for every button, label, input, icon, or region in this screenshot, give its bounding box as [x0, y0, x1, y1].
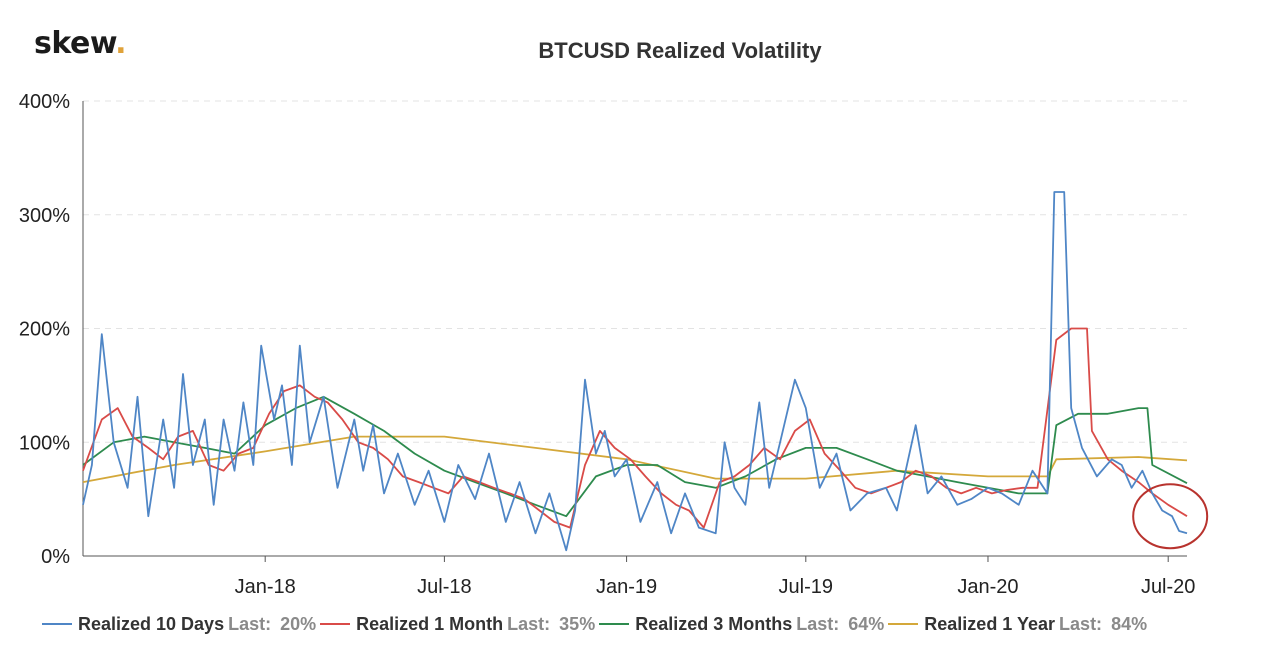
y-tick-label: 200%	[19, 319, 70, 341]
legend-last-label: Last:	[507, 613, 551, 634]
logo-dot: .	[115, 26, 127, 61]
volatility-chart: 0% 100% 200% 300% 400% Jan-18 Jul-18 Jan-19 Jul-…	[19, 91, 1209, 598]
legend-last-value: Last: 64%	[796, 614, 884, 635]
chart-title: BTCUSD Realized Volatility	[538, 38, 822, 63]
legend-series-name: Realized 3 Months	[635, 613, 793, 634]
series-line-realized-3-months	[82, 395, 1188, 518]
annotation-circle	[1132, 483, 1209, 550]
annotation-layer	[1132, 483, 1209, 550]
legend-swatch	[320, 623, 351, 625]
legend-last-label: Last:	[1059, 613, 1103, 634]
x-tick-label: Jan-20	[957, 576, 1018, 598]
legend-series-name: Realized 10 Days	[78, 613, 225, 634]
y-tick-label: 400%	[19, 91, 70, 113]
x-tick-label: Jan-18	[235, 576, 296, 598]
legend-last-number: 20%	[275, 613, 317, 634]
legend-swatch	[42, 623, 72, 625]
x-tick-label: Jul-19	[779, 576, 833, 598]
x-tick-label: Jul-20	[1141, 576, 1195, 598]
legend-swatch	[599, 623, 630, 625]
legend-last-value: Last: 84%	[1059, 614, 1147, 635]
legend-item[interactable]: Realized 1 Year Last: 84%	[888, 614, 1147, 635]
legend-last-number: 35%	[554, 613, 596, 634]
legend-item[interactable]: Realized 1 Month Last: 35%	[320, 614, 595, 635]
series-line-realized-1-year	[82, 435, 1188, 483]
legend-series-name: Realized 1 Month	[356, 613, 504, 634]
grid-layer	[83, 100, 1187, 443]
chart-legend: Realized 10 Days Last: 20% Realized 1 Mont…	[42, 610, 1151, 638]
legend-item[interactable]: Realized 3 Months Last: 64%	[599, 614, 884, 635]
legend-last-label: Last:	[796, 613, 840, 634]
legend-series-name: Realized 1 Year	[924, 613, 1056, 634]
legend-last-number: 64%	[843, 613, 885, 634]
x-tick-label: Jan-19	[596, 576, 657, 598]
series-layer	[82, 191, 1188, 552]
legend-swatch	[888, 623, 919, 625]
y-tick-label: 300%	[19, 205, 70, 227]
legend-last-number: 84%	[1106, 613, 1148, 634]
axis-layer: 0% 100% 200% 300% 400% Jan-18 Jul-18 Jan-19 Jul-…	[19, 91, 1196, 598]
legend-item[interactable]: Realized 10 Days Last: 20%	[42, 614, 316, 635]
y-tick-label: 0%	[41, 546, 70, 568]
skew-logo: skew.	[34, 26, 127, 61]
legend-last-value: Last: 35%	[507, 614, 595, 635]
series-line-realized-10-days	[82, 191, 1188, 552]
x-tick-label: Jul-18	[417, 576, 471, 598]
legend-last-label: Last:	[228, 613, 272, 634]
logo-text: skew	[34, 26, 116, 61]
y-tick-label: 100%	[19, 432, 70, 454]
legend-last-value: Last: 20%	[228, 614, 316, 635]
